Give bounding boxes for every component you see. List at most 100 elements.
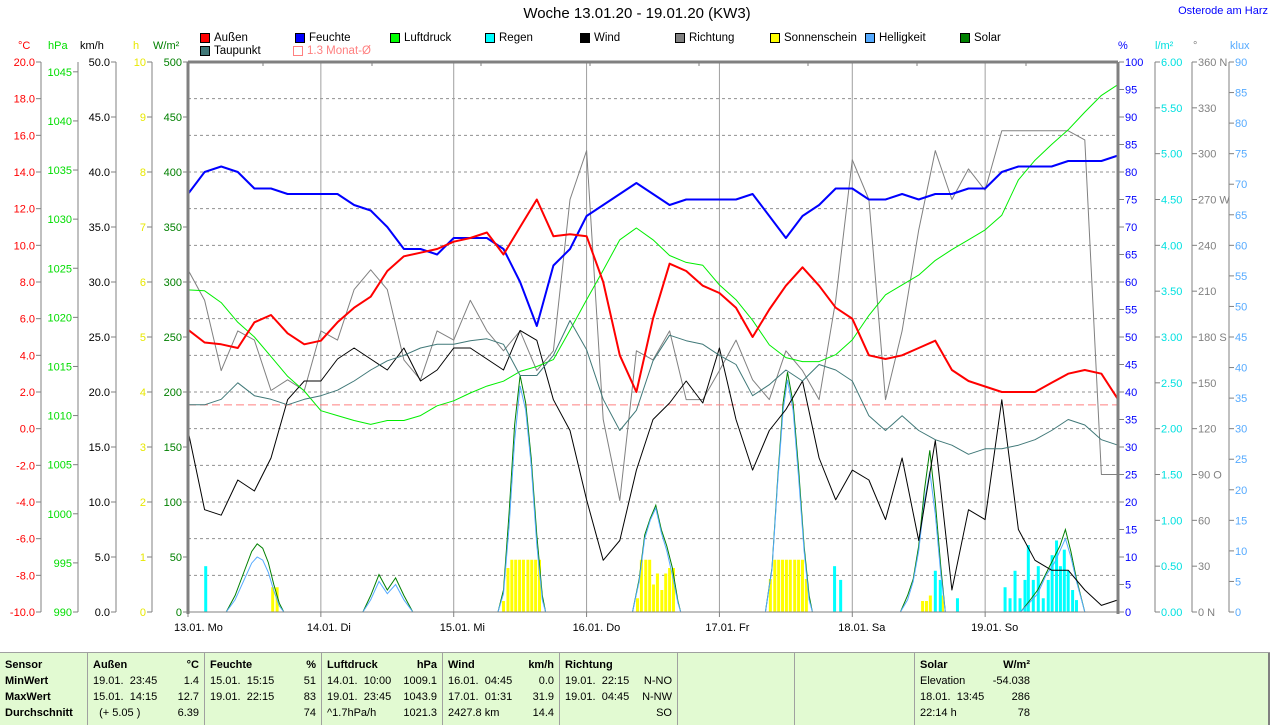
dir-tick-label: 300 (1198, 149, 1216, 161)
hum-tick-label: 80 (1125, 167, 1137, 179)
solar-tick-label: 350 (164, 222, 182, 234)
table-column: Sensor MinWert MaxWert Durchschnitt (0, 653, 88, 725)
dir-tick-label: 120 (1198, 424, 1216, 436)
sonnenschein-bar (921, 601, 925, 612)
cell-label: 2427.8 km (448, 707, 500, 719)
sonnenschein-bar (793, 559, 797, 612)
hum-tick-label: 20 (1125, 497, 1137, 509)
cell-label: Richtung (565, 659, 613, 671)
sun-unit-label: h (133, 40, 140, 52)
table-row: 18.01. 13:45 286 (920, 691, 1030, 707)
lux-tick-label: 85 (1235, 88, 1247, 100)
sonnenschein-bar (514, 559, 518, 612)
rain-tick-label: 1.50 (1161, 470, 1182, 482)
sonnenschein-bar (534, 559, 538, 612)
regen-bar (1058, 566, 1062, 612)
hum-tick-label: 95 (1125, 85, 1137, 97)
regen-bar (1018, 598, 1022, 612)
wind-tick-label: 0.0 (95, 607, 110, 619)
regen-bar (933, 570, 937, 612)
hum-tick-label: 55 (1125, 305, 1137, 317)
cell-value: 0.0 (538, 675, 554, 687)
legend-label: Sonnenschein (784, 32, 857, 44)
dir-tick-label: 210 (1198, 286, 1216, 298)
sonnenschein-bar (660, 590, 664, 612)
legend-swatch (293, 46, 303, 56)
table-row (800, 691, 909, 707)
lux-tick-label: 80 (1235, 118, 1247, 130)
cell-value: km/h (528, 659, 554, 671)
sonnenschein-bar (510, 559, 514, 612)
temp-tick-label: 14.0 (14, 167, 35, 179)
regen-bar (1026, 545, 1030, 612)
table-column: Solar W/m² Elevation -54.038 18.01. 13:45 286… (915, 653, 1030, 725)
legend-item: Außen (200, 32, 248, 44)
wind-tick-label: 45.0 (89, 112, 110, 124)
table-row: 19.01. 23:45 1.4 (93, 675, 199, 691)
temp-tick-label: -4.0 (16, 497, 35, 509)
wind-tick-label: 50.0 (89, 57, 110, 69)
hum-tick-label: 90 (1125, 112, 1137, 124)
sun-tick-label: 0 (140, 607, 146, 619)
table-row (800, 707, 909, 723)
sonnenschein-bar (671, 568, 675, 612)
cell-label: 22:14 h (920, 707, 957, 719)
table-header (683, 659, 789, 675)
sonnenschein-bar (521, 559, 525, 612)
dir-tick-label: 180 S (1198, 332, 1227, 344)
table-row: 19.01. 22:15 83 (210, 691, 316, 707)
chart-title: Woche 13.01.20 - 19.01.20 (KW3) (523, 5, 751, 22)
legend-item: Luftdruck (390, 32, 451, 44)
aussen-line (187, 198, 1119, 400)
wind-unit-label: km/h (80, 40, 104, 52)
table-row: 19.01. 23:45 1043.9 (327, 691, 437, 707)
table-header: Luftdruck hPa (327, 659, 437, 675)
table-row: ^1.7hPa/h 1021.3 (327, 707, 437, 723)
sonnenschein-bar (648, 559, 652, 612)
legend-label: Außen (214, 32, 248, 44)
regen-bar (938, 579, 942, 612)
table-header: Sensor (5, 659, 82, 675)
table-row: 2427.8 km 14.4 (448, 707, 554, 723)
wind-tick-label: 30.0 (89, 277, 110, 289)
cell-label: 17.01. 01:31 (448, 691, 513, 703)
table-header: Wind km/h (448, 659, 554, 675)
table-header: Richtung (565, 659, 672, 675)
dir-tick-label: 240 (1198, 240, 1216, 252)
press-tick-label: 1025 (48, 263, 72, 275)
cell-value: 6.39 (177, 707, 199, 719)
lux-tick-label: 70 (1235, 179, 1247, 191)
legend-swatch (770, 33, 780, 43)
dir-tick-label: 360 N (1198, 57, 1227, 69)
table-row: 15.01. 15:15 51 (210, 675, 316, 691)
regen-bar (204, 566, 208, 612)
temp-tick-label: 4.0 (20, 350, 35, 362)
sonnenschein-bar (502, 601, 506, 612)
rain-tick-label: 3.00 (1161, 332, 1182, 344)
legend-item: Sonnenschein (770, 32, 857, 44)
day-label: 14.01. Di (307, 622, 351, 634)
legend-label: Feuchte (309, 32, 351, 44)
solar-tick-label: 0 (176, 607, 182, 619)
table-header: Feuchte% (210, 659, 316, 675)
cell-value: 51 (303, 675, 316, 687)
hum-tick-label: 5 (1125, 580, 1131, 592)
sun-tick-label: 2 (140, 497, 146, 509)
sun-tick-label: 9 (140, 112, 146, 124)
regen-bar (1023, 579, 1027, 612)
temp-tick-label: 16.0 (14, 130, 35, 142)
wind-line (187, 329, 1119, 606)
rain-tick-label: 0.00 (1161, 607, 1182, 619)
cell-label: 19.01. 23:45 (327, 691, 392, 703)
table-row: Elevation -54.038 (920, 675, 1030, 691)
sonnenschein-bar (784, 559, 788, 612)
cell-value: SO (656, 707, 672, 719)
dir-tick-label: 330 (1198, 103, 1216, 115)
station-link[interactable]: Osterode am Harz (1178, 5, 1268, 17)
regen-bar (1066, 570, 1070, 612)
temp-tick-label: -6.0 (16, 534, 35, 546)
legend-item: Regen (485, 32, 533, 44)
table-row: MaxWert (5, 691, 82, 707)
lux-tick-label: 5 (1235, 576, 1241, 588)
cell-label: Durchschnitt (5, 707, 73, 719)
